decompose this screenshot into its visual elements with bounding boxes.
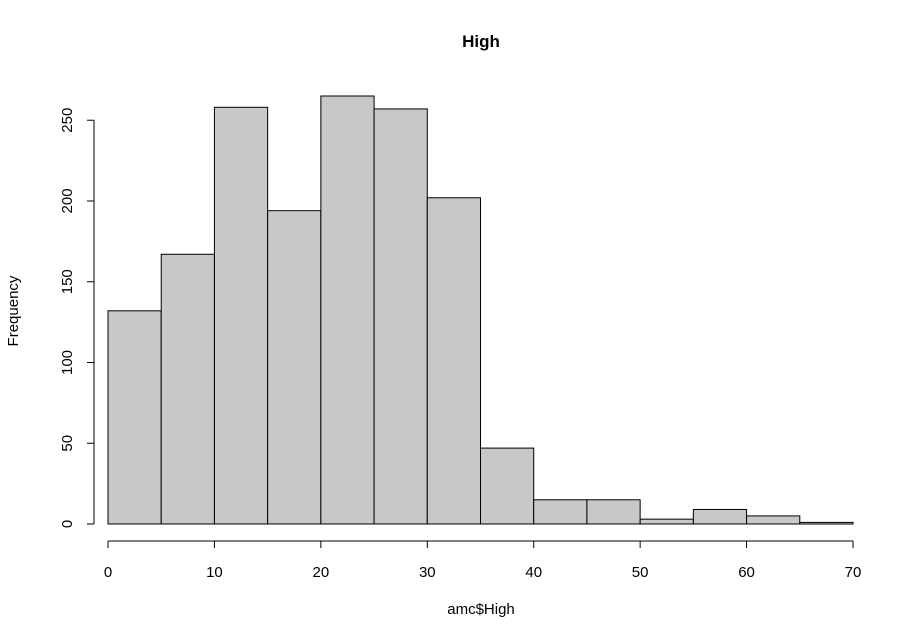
x-tick-label: 10 [206, 564, 223, 581]
histogram-bar [586, 499, 641, 525]
histogram-bar [426, 197, 481, 525]
y-tick-label: 200 [59, 188, 76, 213]
histogram-bar [692, 508, 748, 525]
histogram-bar [267, 210, 322, 525]
histogram-bar [320, 95, 375, 525]
histogram-bar [373, 108, 428, 525]
chart-title: High [462, 32, 500, 51]
y-tick-label: 50 [59, 435, 76, 452]
histogram-bar [799, 521, 854, 525]
histogram-bar [160, 253, 215, 525]
x-tick-label: 40 [525, 564, 542, 581]
y-tick-label: 0 [59, 520, 76, 528]
y-tick-label: 150 [59, 269, 76, 294]
x-axis-label: amc$High [447, 601, 515, 618]
x-tick-label: 70 [845, 564, 862, 581]
y-tick-label: 100 [59, 350, 76, 375]
bars-group [107, 95, 854, 525]
histogram-bar [213, 106, 269, 525]
histogram-bar [533, 499, 588, 525]
histogram-bar [480, 447, 535, 525]
x-tick-label: 60 [738, 564, 755, 581]
y-tick-label: 250 [59, 108, 76, 133]
y-axis-label: Frequency [5, 275, 22, 346]
histogram-bar [746, 515, 801, 525]
y-axis: 0 50 100 150 200 250 [59, 108, 95, 528]
x-axis: 0 10 20 30 40 50 60 70 [104, 540, 862, 581]
x-tick-label: 0 [104, 564, 112, 581]
x-tick-label: 30 [419, 564, 436, 581]
x-tick-label: 50 [632, 564, 649, 581]
x-tick-label: 20 [313, 564, 330, 581]
histogram-bar [107, 310, 162, 525]
histogram-bar [639, 518, 694, 525]
